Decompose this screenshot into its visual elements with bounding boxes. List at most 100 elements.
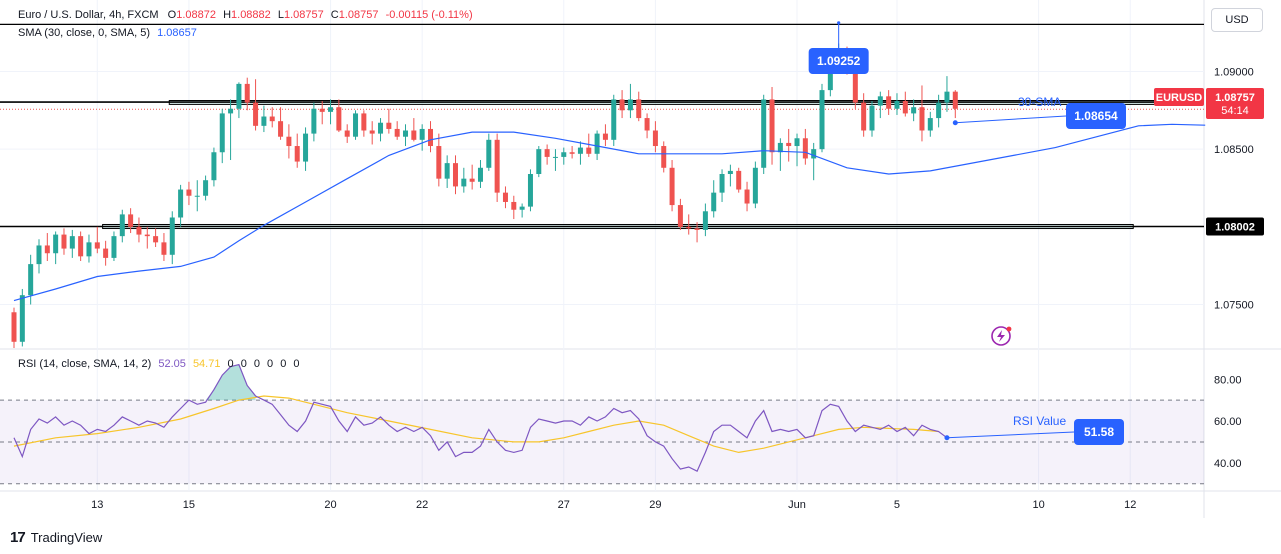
candle-body — [144, 234, 150, 237]
candle-body — [44, 245, 50, 254]
candle-body — [861, 102, 867, 131]
candle-body — [769, 99, 775, 153]
candle-body — [261, 116, 267, 126]
time-tick-label: 20 — [324, 499, 336, 511]
candle-body — [677, 205, 683, 227]
currency-button[interactable]: USD — [1211, 8, 1263, 32]
candle-body — [369, 130, 375, 134]
candle-body — [228, 108, 234, 114]
candle-body — [36, 245, 42, 265]
candle-body — [661, 146, 667, 168]
chart-legend: Euro / U.S. Dollar, 4h, FXCM O1.08872 H1… — [18, 9, 473, 21]
candles-layer — [11, 43, 958, 348]
candle-body — [827, 63, 833, 91]
candle-body — [303, 133, 309, 162]
candle-body — [294, 146, 300, 162]
callout-dot — [837, 21, 841, 25]
candle-body — [777, 142, 783, 153]
last-price-box — [1206, 88, 1264, 119]
candle-body — [502, 192, 508, 202]
time-tick-label: 27 — [558, 499, 570, 511]
time-tick-label: 29 — [649, 499, 661, 511]
lightning-bolt-icon — [997, 330, 1005, 342]
candle-body — [561, 152, 567, 157]
candle-body — [552, 156, 558, 158]
candle-body — [636, 99, 642, 119]
rsi-tick-label: 60.00 — [1214, 416, 1242, 428]
candle-body — [536, 149, 542, 174]
candle-body — [428, 128, 433, 147]
sma-annotation: 30-SMA — [1018, 95, 1061, 109]
rsi-value-connector — [946, 431, 1075, 439]
candle-body — [203, 180, 209, 196]
symbol-tag-box — [1154, 88, 1204, 106]
candle-body — [386, 122, 392, 129]
high-label: H — [223, 9, 232, 21]
time-tick-label: 15 — [183, 499, 195, 511]
change-value: -0.00115 (-0.11%) — [385, 9, 473, 21]
rsi-line — [13, 363, 948, 473]
time-tick-label: 13 — [91, 499, 103, 511]
axis-layer: 1.09000 1.08500 1.07500 13 15 20 22 27 29 Jun 5 10 1… — [91, 66, 1254, 511]
candle-body — [627, 99, 633, 111]
candle-body — [711, 192, 717, 212]
symbol-title[interactable]: Euro / U.S. Dollar, 4h, FXCM — [18, 9, 159, 21]
open-label: O — [167, 9, 177, 21]
rsi-overbought-fill — [205, 364, 256, 401]
candle-body — [319, 108, 325, 112]
candle-body — [944, 91, 950, 103]
candle-body — [894, 100, 900, 109]
candle-body — [727, 170, 733, 174]
candle-body — [353, 113, 359, 137]
candle-body — [136, 226, 142, 235]
candle-body — [378, 122, 384, 134]
candle-body — [269, 116, 275, 122]
candle-body — [253, 102, 259, 126]
footer-brand[interactable]: 17 TradingView — [10, 529, 102, 546]
candle-body — [919, 107, 925, 131]
candle-body — [694, 228, 700, 230]
candle-body — [586, 147, 592, 154]
candle-body — [594, 133, 600, 154]
close-value: 1.08757 — [338, 9, 379, 21]
price-tick-label: 1.09000 — [1214, 66, 1254, 78]
candle-body — [486, 139, 492, 168]
candle-body — [761, 99, 767, 168]
candle-body — [194, 195, 200, 197]
rsi-legend-label[interactable]: RSI (14, close, SMA, 14, 2) — [18, 358, 152, 370]
sma-legend-label[interactable]: SMA (30, close, 0, SMA, 5) — [18, 27, 151, 39]
price-tick-label: 1.07500 — [1214, 300, 1254, 312]
candle-body — [403, 130, 409, 137]
candle-body — [452, 163, 458, 187]
low-label: L — [277, 9, 284, 21]
tradingview-brand: TradingView — [30, 530, 103, 545]
candle-body — [119, 214, 125, 237]
candle-body — [611, 99, 617, 140]
levels-layer — [0, 23, 1204, 228]
candle-body — [811, 149, 817, 159]
candle-body — [869, 105, 875, 131]
rsi-legend-value: 52.05 — [158, 358, 186, 370]
candle-body — [902, 100, 908, 114]
candle-body — [361, 113, 367, 131]
rsi-layer: RSI Value 51.58 — [0, 363, 1204, 485]
candle-body — [461, 178, 467, 187]
candle-body — [602, 133, 608, 140]
candle-body — [786, 142, 792, 147]
rsi-value-box — [1074, 419, 1124, 445]
candle-body — [669, 167, 675, 206]
candle-body — [419, 128, 425, 140]
symbol-tag: EURUSD — [1156, 92, 1203, 104]
notification-dot-icon — [1006, 326, 1012, 332]
candle-body — [519, 206, 525, 210]
grid-layer — [0, 0, 1281, 518]
candle-body — [311, 108, 317, 134]
candle-body — [411, 130, 417, 140]
labels-layer: 1.092521.086541.088031.08002EURUSD1.0875… — [808, 21, 1264, 346]
candle-body — [886, 96, 892, 109]
lightning-icon — [991, 326, 1011, 346]
candle-body — [244, 83, 250, 103]
sma-layer: 30-SMA — [13, 95, 1206, 302]
candle-body — [128, 214, 134, 227]
